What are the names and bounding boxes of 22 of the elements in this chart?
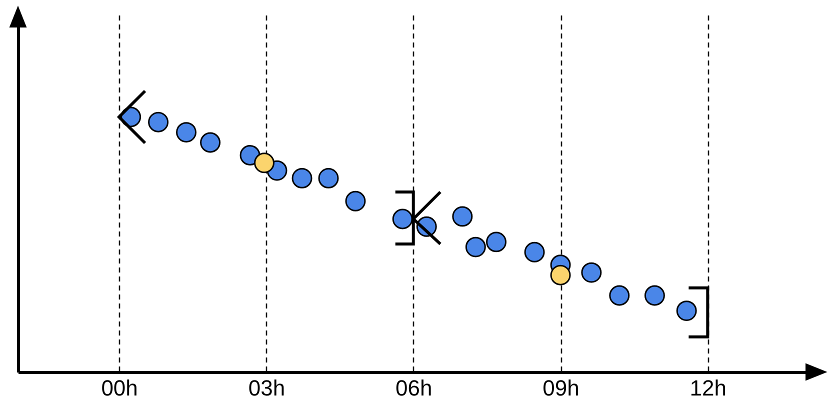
point xyxy=(609,285,630,306)
point xyxy=(644,285,665,306)
point xyxy=(392,208,413,230)
point xyxy=(550,264,571,286)
point xyxy=(581,262,602,283)
point xyxy=(452,206,473,227)
x-tick-label: 00h xyxy=(101,376,138,400)
point xyxy=(465,236,486,258)
point xyxy=(200,132,221,153)
x-tick-label: 12h xyxy=(690,376,727,400)
point xyxy=(676,300,697,322)
x-tick-label: 09h xyxy=(542,376,580,400)
point xyxy=(318,168,339,188)
x-tick-label: 03h xyxy=(248,376,286,400)
point xyxy=(148,112,169,132)
point xyxy=(292,168,312,188)
point xyxy=(486,232,506,252)
point xyxy=(176,122,196,143)
point xyxy=(524,242,545,262)
point xyxy=(254,152,274,174)
x-tick-label: 06h xyxy=(396,376,432,400)
point xyxy=(345,190,366,212)
